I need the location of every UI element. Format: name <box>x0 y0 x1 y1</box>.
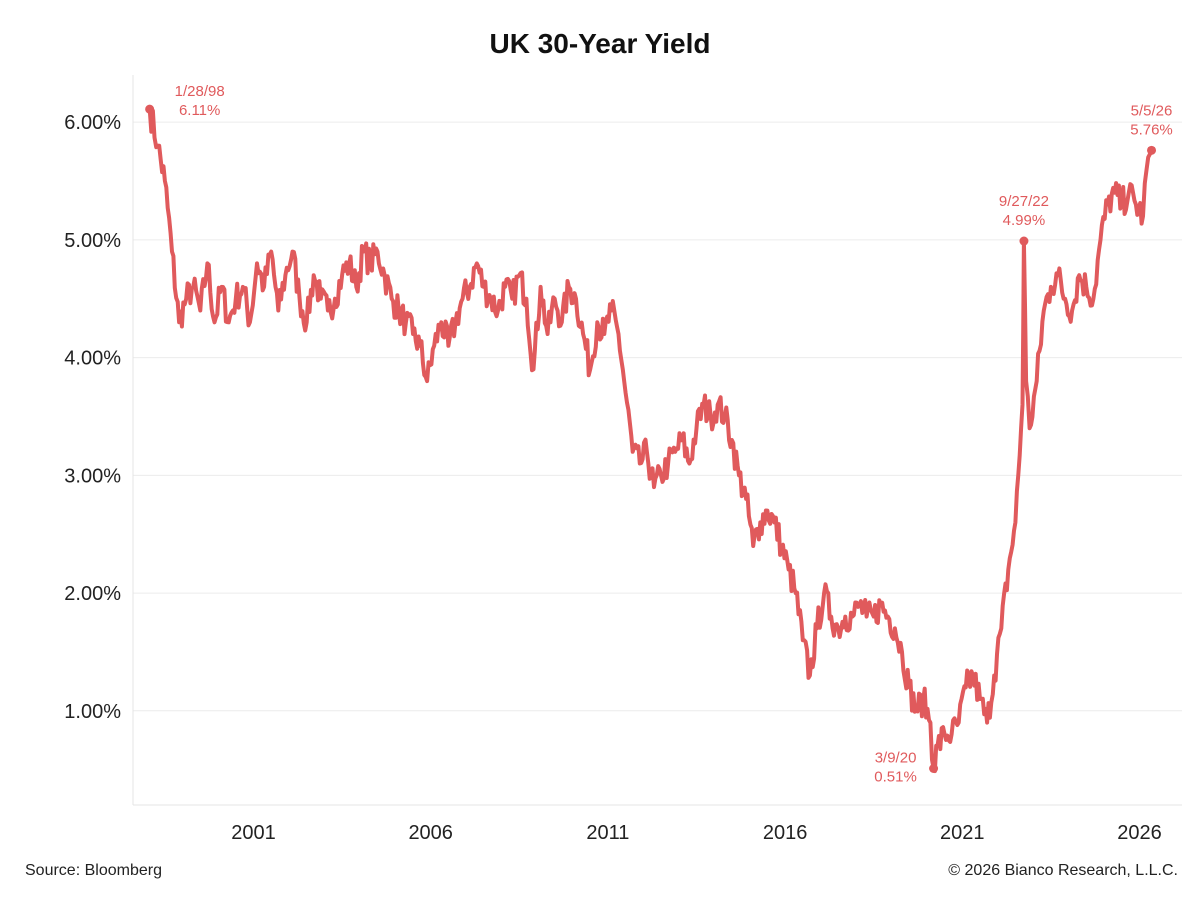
annotation-marker <box>145 104 155 114</box>
copyright-note: © 2026 Bianco Research, L.L.C. <box>948 862 1178 879</box>
annotation-marker <box>1019 236 1029 246</box>
series-layer <box>147 107 1154 774</box>
chart-title: UK 30-Year Yield <box>489 28 711 59</box>
annotation-date: 1/28/98 <box>175 83 225 100</box>
annotation-marker <box>929 764 939 773</box>
y-tick-label: 2.00% <box>64 583 121 605</box>
annotation-date: 3/9/20 <box>875 750 917 767</box>
axes: 1.00% 2.00% 3.00% 4.00% 5.00% 6.00% 2001 2006 20… <box>64 75 1182 844</box>
x-tick-label: 2011 <box>586 822 629 844</box>
annotation-date: 5/5/26 <box>1131 102 1173 119</box>
series-line <box>147 107 1154 774</box>
y-tick-label: 6.00% <box>64 112 121 134</box>
x-tick-label: 2021 <box>940 822 985 844</box>
annotation-value: 0.51% <box>874 769 917 786</box>
annotation-value: 4.99% <box>1003 212 1046 229</box>
annotations: 1/28/98 6.11% 3/9/20 0.51% 9/27/22 4.99% 5/5/2… <box>145 83 1173 786</box>
annotation-date: 9/27/22 <box>999 193 1049 210</box>
y-tick-label: 1.00% <box>64 701 121 723</box>
x-tick-label: 2006 <box>408 822 453 844</box>
annotation-value: 6.11% <box>179 102 220 119</box>
x-tick-label: 2026 <box>1117 822 1162 844</box>
x-tick-label: 2001 <box>231 822 276 844</box>
y-tick-label: 5.00% <box>64 230 121 252</box>
gridlines <box>133 121 1182 712</box>
y-tick-label: 4.00% <box>64 348 121 370</box>
x-tick-label: 2016 <box>763 822 808 844</box>
source-note: Source: Bloomberg <box>25 862 162 879</box>
y-tick-label: 3.00% <box>64 465 121 487</box>
annotation-marker <box>1147 145 1157 155</box>
annotation-value: 5.76% <box>1130 121 1173 138</box>
